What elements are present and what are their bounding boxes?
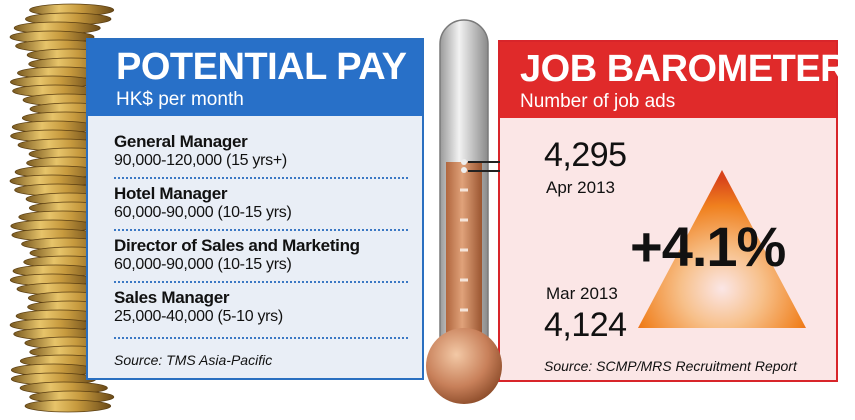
pay-row: Director of Sales and Marketing 60,000-9… <box>114 236 404 274</box>
potential-pay-panel: POTENTIAL PAY HK$ per month General Mana… <box>86 38 424 380</box>
pay-range: 25,000-40,000 (5-10 yrs) <box>114 308 283 325</box>
percent-change: +4.1% <box>630 215 786 278</box>
job-barometer-subtitle: Number of job ads <box>520 91 676 112</box>
pay-row: General Manager 90,000-120,000 (15 yrs+) <box>114 132 404 170</box>
up-triangle-icon <box>638 170 806 328</box>
job-barometer-title: JOB BAROMETER <box>520 48 848 90</box>
pay-range: 60,000-90,000 (10-15 yrs) <box>114 204 292 221</box>
current-date: Apr 2013 <box>546 178 615 197</box>
job-title: Hotel Manager <box>114 184 228 203</box>
dotted-divider <box>114 337 408 339</box>
pay-source: Source: TMS Asia-Pacific <box>114 352 273 368</box>
job-barometer-header: JOB BAROMETER Number of job ads <box>500 42 848 118</box>
previous-value: 4,124 <box>544 306 627 344</box>
dotted-divider <box>114 177 408 179</box>
pay-row: Sales Manager 25,000-40,000 (5-10 yrs) <box>114 288 404 326</box>
job-source: Source: SCMP/MRS Recruitment Report <box>544 358 797 374</box>
potential-pay-title: POTENTIAL PAY <box>116 46 407 88</box>
dotted-divider <box>114 229 408 231</box>
job-title: Sales Manager <box>114 288 230 307</box>
pay-range: 60,000-90,000 (10-15 yrs) <box>114 256 292 273</box>
pay-row: Hotel Manager 60,000-90,000 (10-15 yrs) <box>114 184 404 222</box>
previous-date: Mar 2013 <box>546 284 618 303</box>
potential-pay-subtitle: HK$ per month <box>116 89 244 110</box>
pay-range: 90,000-120,000 (15 yrs+) <box>114 152 287 169</box>
job-title: Director of Sales and Marketing <box>114 236 360 255</box>
job-title: General Manager <box>114 132 248 151</box>
potential-pay-header: POTENTIAL PAY HK$ per month <box>88 40 422 116</box>
job-barometer-panel: JOB BAROMETER Number of job ads 4,295 Ap… <box>498 40 848 382</box>
thermometer-icon <box>426 19 502 404</box>
dotted-divider <box>114 281 408 283</box>
current-value: 4,295 <box>544 136 627 174</box>
